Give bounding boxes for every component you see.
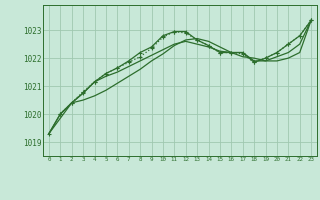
Text: Graphe pression niveau de la mer (hPa): Graphe pression niveau de la mer (hPa) — [68, 184, 252, 193]
